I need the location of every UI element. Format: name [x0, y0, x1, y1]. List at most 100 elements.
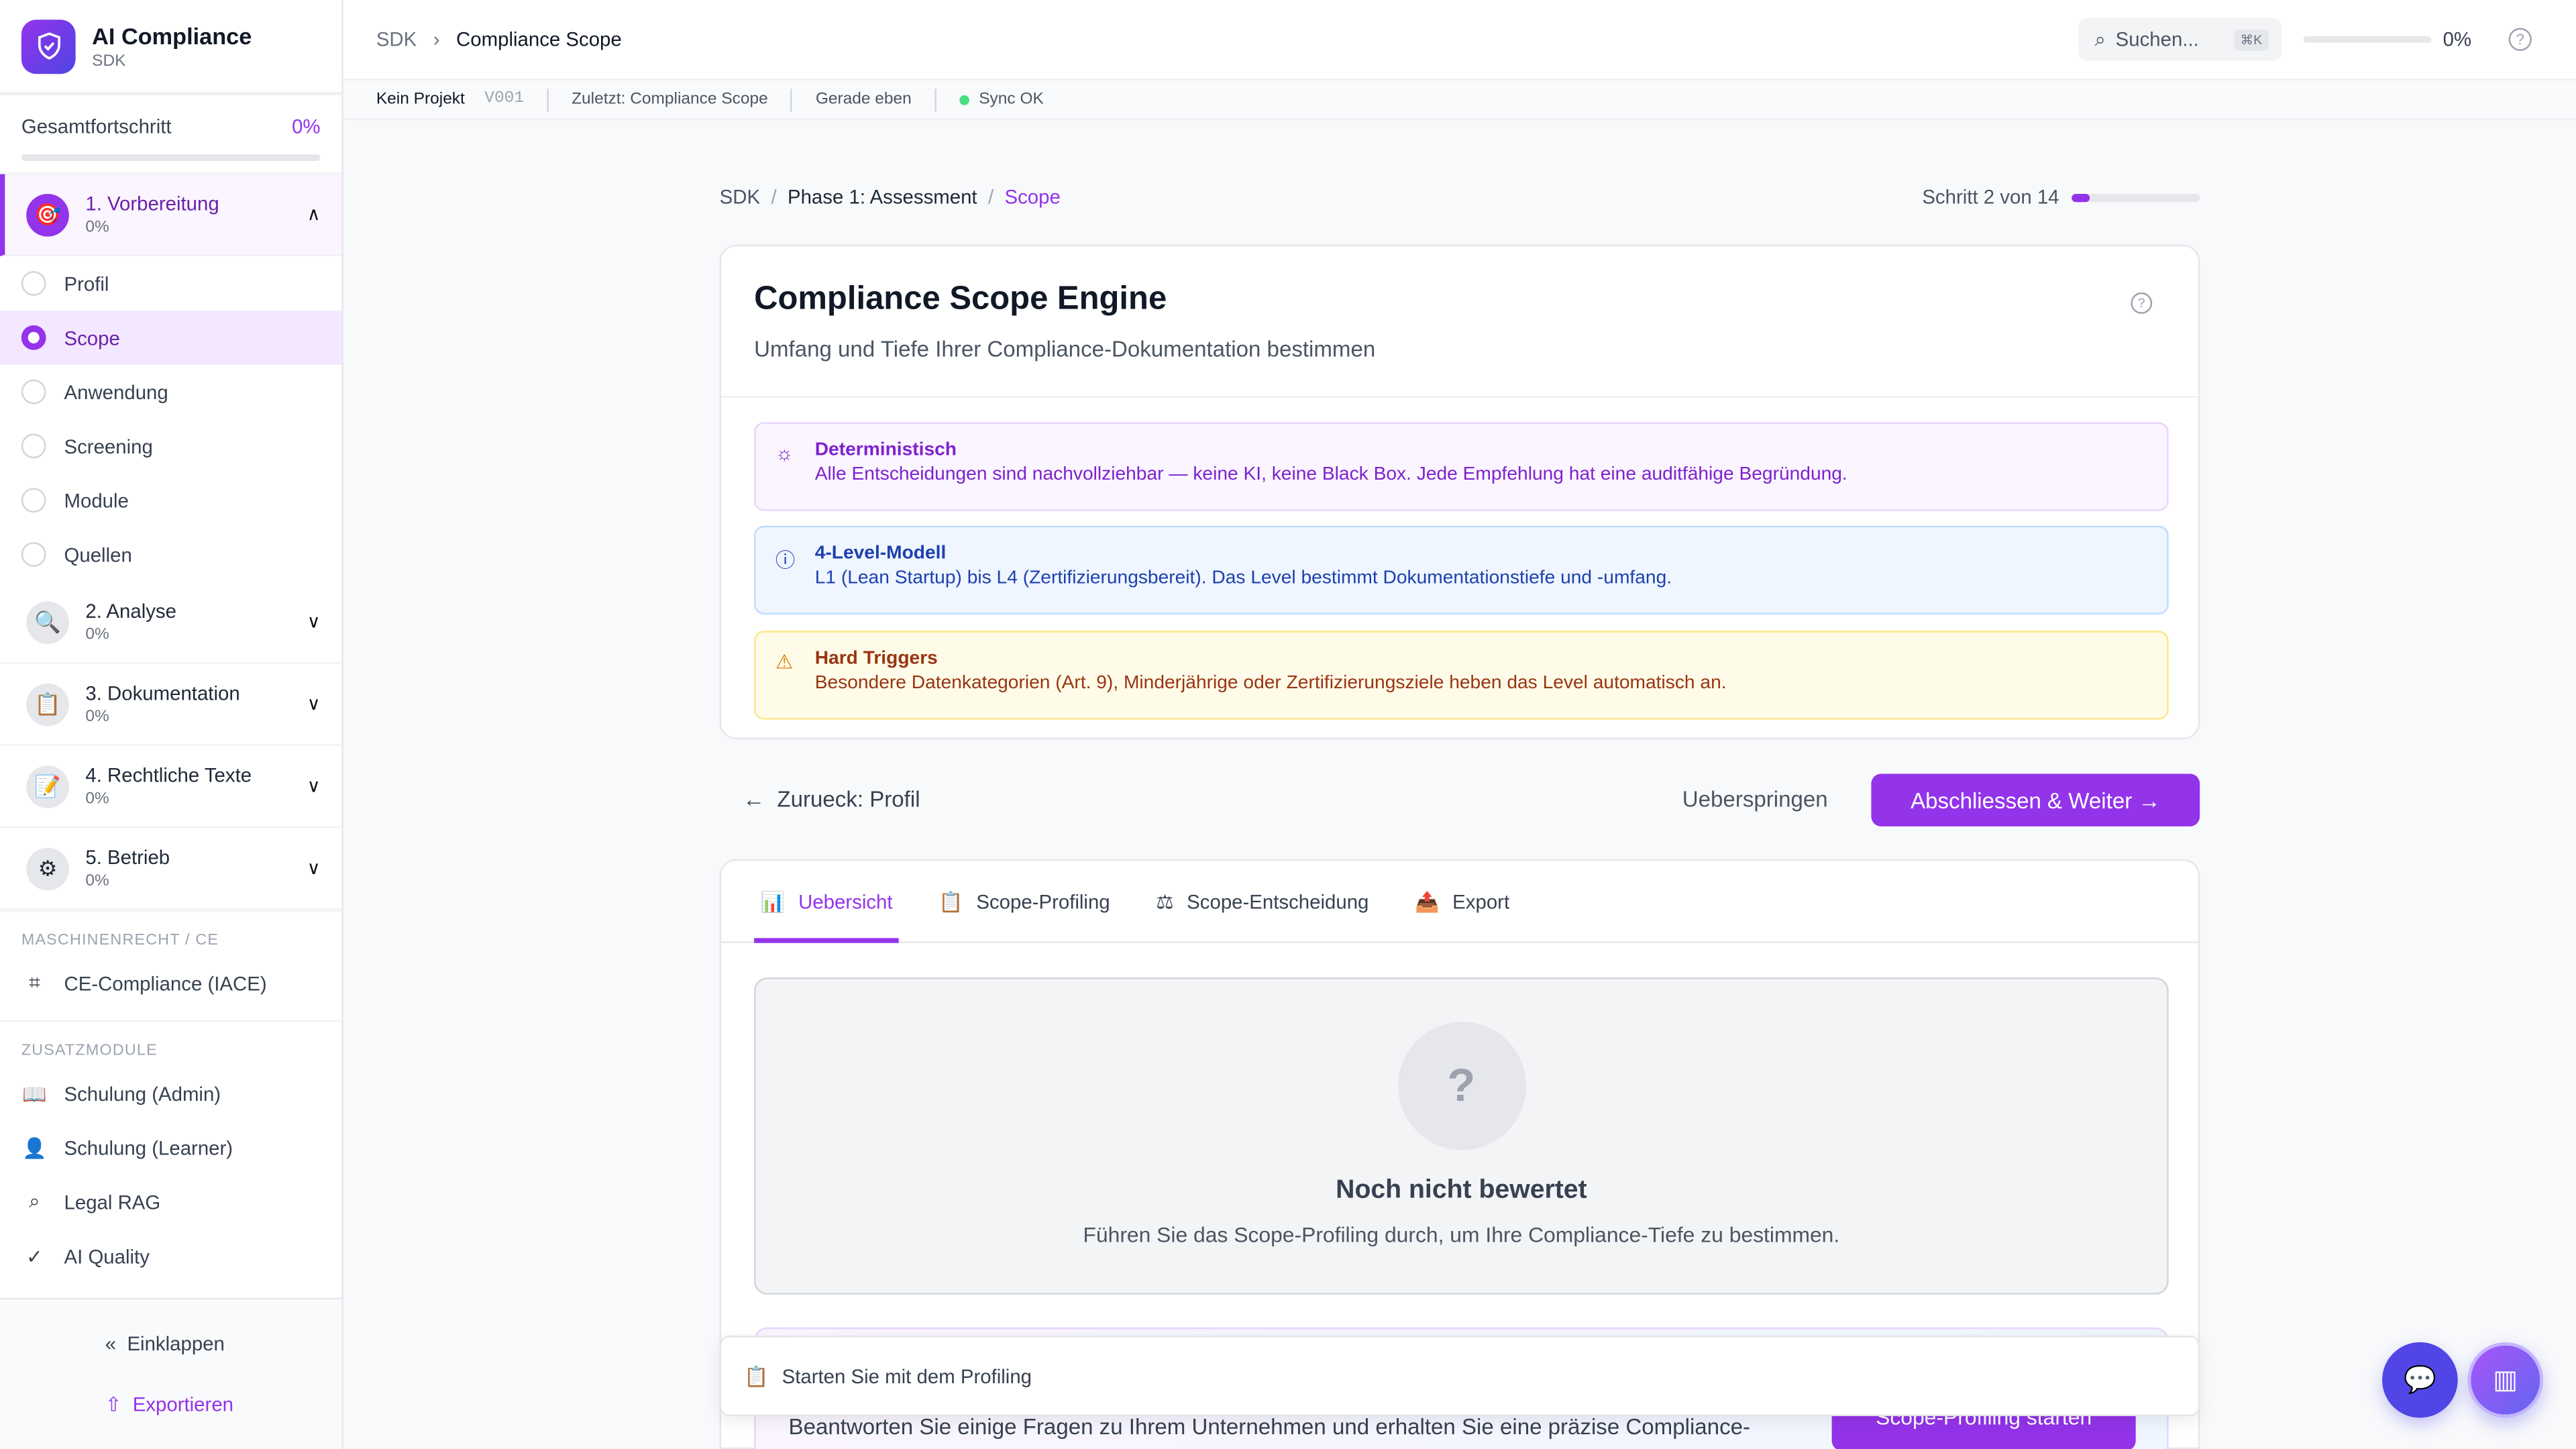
- promo-text: Beantworten Sie einige Fragen zu Ihrem U…: [788, 1414, 1751, 1440]
- sidebar-phase-1[interactable]: 🎯 1. Vorbereitung 0% ∧: [0, 174, 342, 257]
- sync-status-dot: [959, 94, 969, 105]
- page-title: Compliance Scope Engine: [754, 280, 1167, 317]
- last-edited: Zuletzt: Compliance Scope: [572, 90, 768, 109]
- sidebar-item-extra[interactable]: ✓ AI Quality: [0, 1229, 341, 1283]
- sidebar-phase-4[interactable]: 📝 4. Rechtliche Texte 0% ∨: [0, 746, 342, 828]
- collapse-label: Einklappen: [127, 1332, 225, 1356]
- note-text: L1 (Lean Startup) bis L4 (Zertifizierung…: [814, 568, 1672, 588]
- arrow-right-icon: →: [2138, 788, 2161, 813]
- help-icon[interactable]: ?: [2508, 28, 2532, 51]
- tab-label: Scope-Entscheidung: [1187, 890, 1369, 913]
- question-icon: ?: [1397, 1022, 1525, 1150]
- sidebar-item-screening[interactable]: Screening: [0, 419, 341, 473]
- item-label: Schulung (Learner): [64, 1136, 233, 1159]
- back-button[interactable]: ← Zurueck: Profil: [743, 787, 920, 812]
- user-icon: 👤: [22, 1136, 47, 1159]
- info-level-model: ⓘ 4-Level-Modell L1 (Lean Startup) bis L4 …: [754, 525, 2169, 614]
- sidebar-phase-3[interactable]: 📋 3. Dokumentation 0% ∨: [0, 663, 342, 746]
- tab-label: Uebersicht: [798, 890, 893, 913]
- step-status-icon: [21, 379, 46, 405]
- panel-button[interactable]: ▥: [2467, 1342, 2544, 1418]
- help-icon[interactable]: ?: [2131, 292, 2153, 314]
- note-title: 4-Level-Modell: [814, 543, 947, 564]
- header-crumb-root[interactable]: SDK: [376, 28, 417, 51]
- step-indicator: Schritt 2 von 14: [1922, 185, 2059, 209]
- search-icon: ⌕: [2094, 27, 2106, 50]
- saved-time: Gerade eben: [815, 90, 912, 109]
- clipboard-icon: 📋: [744, 1364, 769, 1388]
- step-label: Quellen: [64, 543, 132, 566]
- chevron-right-icon: ›: [433, 28, 440, 51]
- progress-bar: [21, 154, 321, 162]
- sidebar-item-module[interactable]: Module: [0, 473, 341, 527]
- chat-icon: 💬: [2403, 1366, 2436, 1395]
- upload-icon: ⇧: [105, 1393, 122, 1417]
- sidebar-item-extra[interactable]: 📖 Schulung (Admin): [0, 1066, 341, 1120]
- tab-scope-profiling[interactable]: 📋 Scope-Profiling: [932, 861, 1116, 941]
- book-icon: 📖: [22, 1081, 47, 1105]
- step-status-icon: [21, 488, 46, 513]
- note-title: Hard Triggers: [814, 649, 938, 669]
- note-title: Deterministisch: [814, 440, 957, 460]
- header-progress-bar: [2303, 36, 2432, 43]
- export-button[interactable]: ⇧ Exportieren: [105, 1393, 233, 1416]
- breadcrumb-sep: /: [987, 185, 994, 209]
- tab-bar: 📊 Uebersicht 📋 Scope-Profiling ⚖ Scope-Entsch…: [721, 861, 2198, 943]
- next-label: Abschliessen & Weiter: [1911, 788, 2133, 813]
- overall-progress: Gesamtfortschritt 0%: [0, 95, 342, 174]
- tab-icon: ⚖: [1156, 890, 1174, 913]
- warning-icon: ⚠: [775, 650, 794, 674]
- target-icon: 🎯: [26, 193, 69, 236]
- version: V001: [484, 90, 525, 109]
- phase-progress: 0%: [85, 218, 109, 237]
- sidebar-footer: « Einklappen ⇧ Exportieren: [0, 1297, 342, 1449]
- arrow-left-icon: ←: [742, 787, 765, 812]
- columns-icon: ▥: [2493, 1366, 2518, 1395]
- step-status-icon: [21, 271, 46, 296]
- info-hard-triggers: ⚠ Hard Triggers Besondere Datenkategorien …: [754, 631, 2169, 720]
- sidebar-item-extra[interactable]: ⌕ Legal RAG: [0, 1175, 341, 1229]
- tab-label: Scope-Profiling: [976, 890, 1110, 913]
- search-button[interactable]: ⌕ Suchen... ⌘K: [2078, 17, 2282, 61]
- breadcrumb-sdk[interactable]: SDK: [719, 185, 761, 209]
- sidebar-item-scope[interactable]: Scope: [0, 310, 342, 365]
- phase-progress: 0%: [85, 872, 109, 891]
- progress-label: Gesamtfortschritt: [21, 115, 172, 138]
- sidebar-item-profil[interactable]: Profil: [0, 256, 341, 311]
- back-label: Zurueck: Profil: [777, 787, 920, 812]
- info-deterministic: ☼ Deterministisch Alle Entscheidungen sind…: [754, 422, 2169, 511]
- tab-uebersicht[interactable]: 📊 Uebersicht: [754, 861, 900, 943]
- toast-text: Starten Sie mit dem Profiling: [782, 1364, 1032, 1388]
- sidebar-item-quellen[interactable]: Quellen: [0, 527, 341, 582]
- brand: AI Compliance SDK: [0, 0, 342, 96]
- complete-next-button[interactable]: Abschliessen & Weiter →: [1871, 773, 2200, 826]
- sidebar-item-anwendung[interactable]: Anwendung: [0, 365, 341, 419]
- breadcrumb-phase[interactable]: Phase 1: Assessment: [787, 185, 977, 209]
- sidebar-item-extra[interactable]: 👤 Schulung (Learner): [0, 1120, 341, 1175]
- progress-value: 0%: [292, 115, 321, 138]
- sidebar-item-ce[interactable]: ⌗ CE-Compliance (IACE): [0, 956, 341, 1010]
- status-bar: Kein Projekt V001 Zuletzt: Compliance Sc…: [343, 80, 2576, 120]
- collapse-button[interactable]: « Einklappen: [105, 1332, 225, 1355]
- section-extra: ZUSATZMODULE: [0, 1020, 342, 1067]
- step-status-icon: [21, 325, 46, 350]
- skip-button[interactable]: Ueberspringen: [1682, 787, 1828, 812]
- sidebar: AI Compliance SDK Gesamtfortschritt 0% 🎯 1.…: [0, 0, 343, 1449]
- tab-icon: 📋: [938, 890, 963, 913]
- note-text: Alle Entscheidungen sind nachvollziehbar…: [814, 465, 1847, 485]
- phase-progress: 0%: [85, 626, 109, 645]
- tab-export[interactable]: 📤 Export: [1408, 861, 1516, 941]
- empty-text: Führen Sie das Scope-Profiling durch, um…: [1083, 1222, 1840, 1247]
- step-label: Screening: [64, 434, 153, 458]
- sidebar-phase-5[interactable]: ⚙ 5. Betrieb 0% ∨: [0, 828, 342, 910]
- chat-button[interactable]: 💬: [2382, 1342, 2458, 1418]
- search-placeholder: Suchen...: [2115, 28, 2199, 51]
- step-status-icon: [21, 433, 46, 459]
- app-title: AI Compliance: [92, 22, 252, 49]
- top-header: SDK › Compliance Scope ⌕ Suchen... ⌘K 0% ?: [343, 0, 2576, 81]
- sidebar-phase-2[interactable]: 🔍 2. Analyse 0% ∨: [0, 582, 342, 664]
- tab-scope-entscheidung[interactable]: ⚖ Scope-Entscheidung: [1149, 861, 1375, 941]
- shield-check-icon: [21, 19, 76, 73]
- chevron-down-icon: ∨: [307, 859, 321, 879]
- search-icon: ⌕: [29, 1189, 40, 1213]
